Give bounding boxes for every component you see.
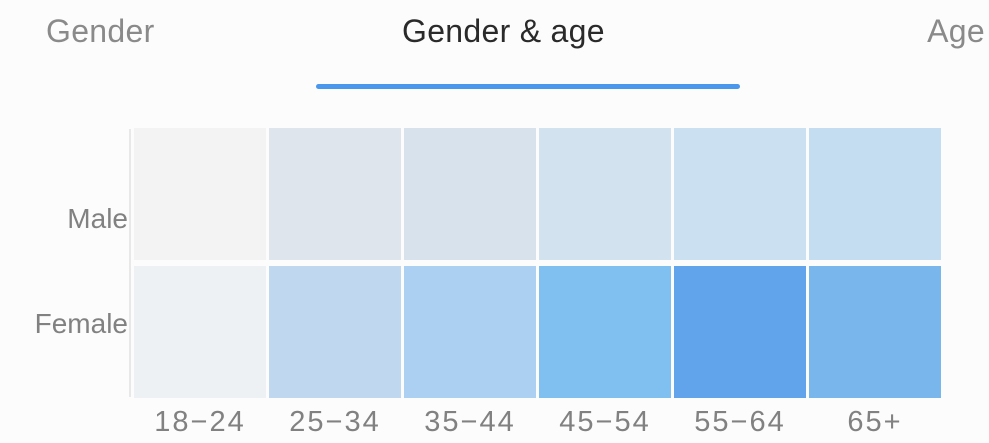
tab-age[interactable]: Age: [927, 13, 985, 49]
heatmap-cell-female-35-44: [404, 266, 536, 398]
heatmap-row-label-female: Female: [34, 308, 128, 339]
heatmap-cell-male-18-24: [134, 128, 266, 260]
active-tab-indicator: [316, 84, 740, 89]
heatmap-column-label-25-34: 25−34: [289, 406, 381, 438]
tab-gender-and-age[interactable]: Gender & age: [402, 13, 605, 49]
heatmap-column-label-55-64: 55−64: [694, 406, 786, 438]
heatmap-cell-male-25-34: [269, 128, 401, 260]
heatmap-cell-female-65plus: [809, 266, 941, 398]
heatmap-column-label-65plus: 65+: [847, 406, 903, 438]
heatmap-column-label-45-54: 45−54: [559, 406, 651, 438]
heatmap-cell-male-35-44: [404, 128, 536, 260]
gender-age-heatmap: [134, 128, 942, 400]
heatmap-cell-male-45-54: [539, 128, 671, 260]
heatmap-x-axis-labels: 18−24 25−34 35−44 45−54 55−64 65+: [134, 404, 942, 440]
heatmap-row-label-male: Male: [67, 203, 128, 234]
tab-gender[interactable]: Gender: [46, 13, 155, 49]
heatmap-column-label-18-24: 18−24: [154, 406, 246, 438]
heatmap-y-axis-line: [129, 129, 131, 397]
heatmap-cell-male-55-64: [674, 128, 806, 260]
heatmap-cell-female-25-34: [269, 266, 401, 398]
heatmap-column-label-35-44: 35−44: [424, 406, 516, 438]
heatmap-cell-female-18-24: [134, 266, 266, 398]
heatmap-cell-female-55-64: [674, 266, 806, 398]
heatmap-cell-male-65plus: [809, 128, 941, 260]
heatmap-cell-female-45-54: [539, 266, 671, 398]
